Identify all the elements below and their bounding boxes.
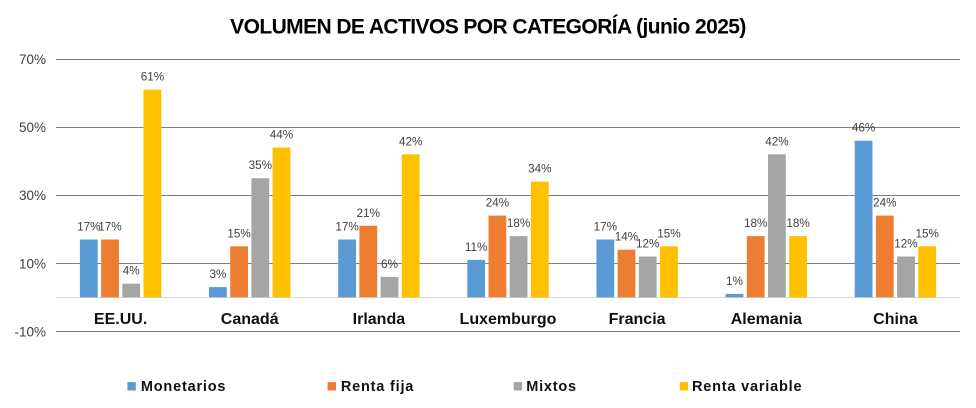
svg-text:44%: 44% [270,129,293,142]
svg-text:70%: 70% [19,52,46,67]
svg-text:-10%: -10% [14,324,46,339]
svg-text:14%: 14% [615,231,638,244]
svg-text:21%: 21% [357,207,380,220]
svg-text:Monetarios: Monetarios [141,379,226,395]
svg-text:VOLUMEN DE ACTIVOS POR CATEGOR: VOLUMEN DE ACTIVOS POR CATEGORÍA (junio … [230,16,746,39]
svg-text:Mixtos: Mixtos [526,379,577,395]
svg-text:18%: 18% [507,217,530,230]
svg-text:17%: 17% [98,221,121,234]
svg-text:24%: 24% [486,197,509,210]
svg-text:Canadá: Canadá [221,311,279,328]
svg-text:1%: 1% [726,275,743,288]
svg-text:15%: 15% [915,227,938,240]
svg-text:15%: 15% [657,227,680,240]
svg-text:46%: 46% [852,122,875,135]
svg-text:12%: 12% [894,238,917,251]
svg-text:Irlanda: Irlanda [353,311,406,328]
svg-text:Francia: Francia [609,311,666,328]
svg-text:24%: 24% [873,197,896,210]
svg-text:Renta variable: Renta variable [692,379,802,395]
svg-text:3%: 3% [209,268,226,281]
svg-text:10%: 10% [19,256,46,271]
svg-text:4%: 4% [123,265,140,278]
svg-text:EE.UU.: EE.UU. [94,311,147,328]
svg-text:61%: 61% [141,71,164,84]
svg-text:42%: 42% [399,135,422,148]
svg-text:6%: 6% [381,258,398,271]
svg-text:China: China [873,311,918,328]
svg-text:17%: 17% [594,221,617,234]
svg-text:12%: 12% [636,238,659,251]
svg-text:15%: 15% [227,227,250,240]
svg-text:Luxemburgo: Luxemburgo [460,311,557,328]
svg-text:17%: 17% [335,221,358,234]
svg-text:30%: 30% [19,188,46,203]
svg-text:42%: 42% [765,135,788,148]
svg-text:17%: 17% [77,221,100,234]
svg-text:50%: 50% [19,120,46,135]
svg-text:Renta fija: Renta fija [341,379,414,395]
svg-text:34%: 34% [528,163,551,176]
svg-text:Alemania: Alemania [731,311,802,328]
svg-text:18%: 18% [744,217,767,230]
svg-text:11%: 11% [465,241,488,254]
svg-text:18%: 18% [786,217,809,230]
svg-text:35%: 35% [249,159,272,172]
